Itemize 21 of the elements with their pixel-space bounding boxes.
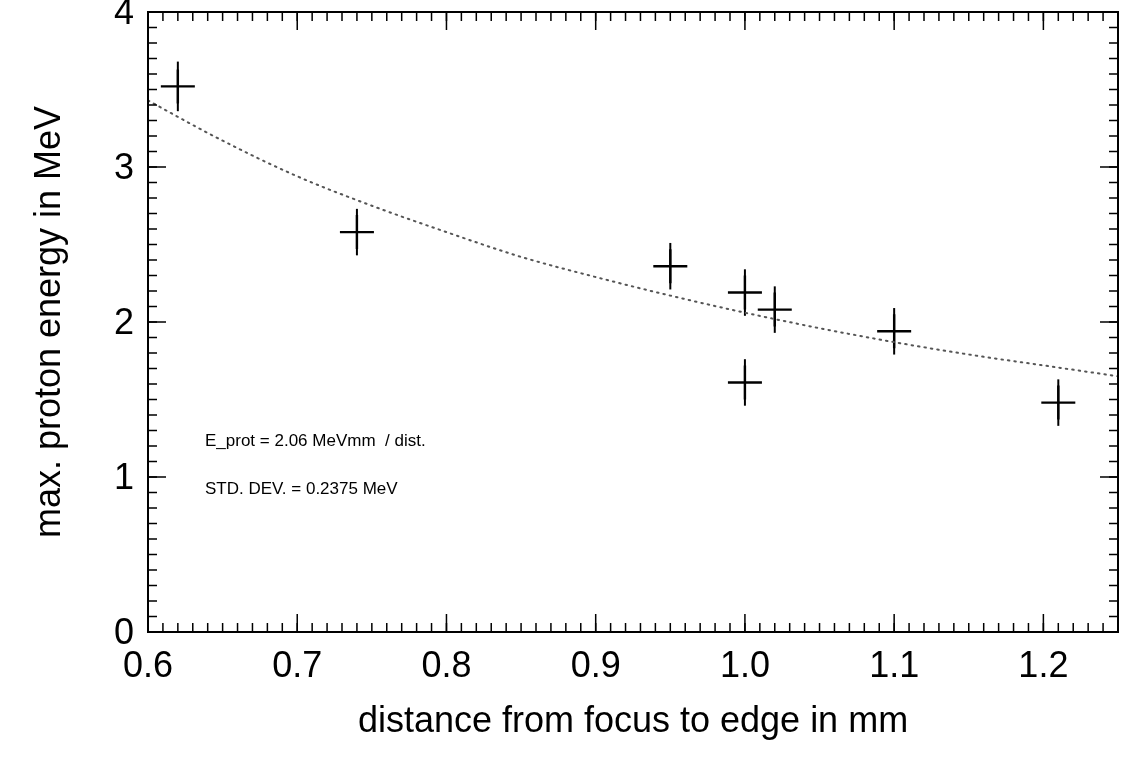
x-tick-label: 1.1 — [869, 644, 920, 685]
point — [727, 365, 762, 400]
point — [727, 275, 762, 310]
annotation: STD. DEV. = 0.2375 MeV — [205, 479, 399, 498]
x-tick-label: 0.7 — [272, 644, 323, 685]
x-axis-title: distance from focus to edge in mm — [357, 699, 909, 740]
point — [653, 249, 688, 284]
point — [877, 314, 912, 349]
x-tick-label: 0.8 — [421, 644, 472, 685]
x-tick-label: 1.0 — [719, 644, 770, 685]
point — [1041, 385, 1076, 420]
point — [757, 292, 792, 327]
x-tick-label: 1.2 — [1018, 644, 1069, 685]
line-series — [148, 99, 1118, 378]
x-tick-label: 0.9 — [570, 644, 621, 685]
y-tick-label: 3 — [113, 146, 134, 187]
y-tick-label: 1 — [113, 456, 134, 497]
y-tick-label: 2 — [113, 301, 134, 342]
point — [160, 69, 195, 104]
annotation: E_prot = 2.06 MeVmm / dist. — [205, 431, 426, 450]
y-axis-title: max. proton energy in MeV — [27, 105, 68, 539]
